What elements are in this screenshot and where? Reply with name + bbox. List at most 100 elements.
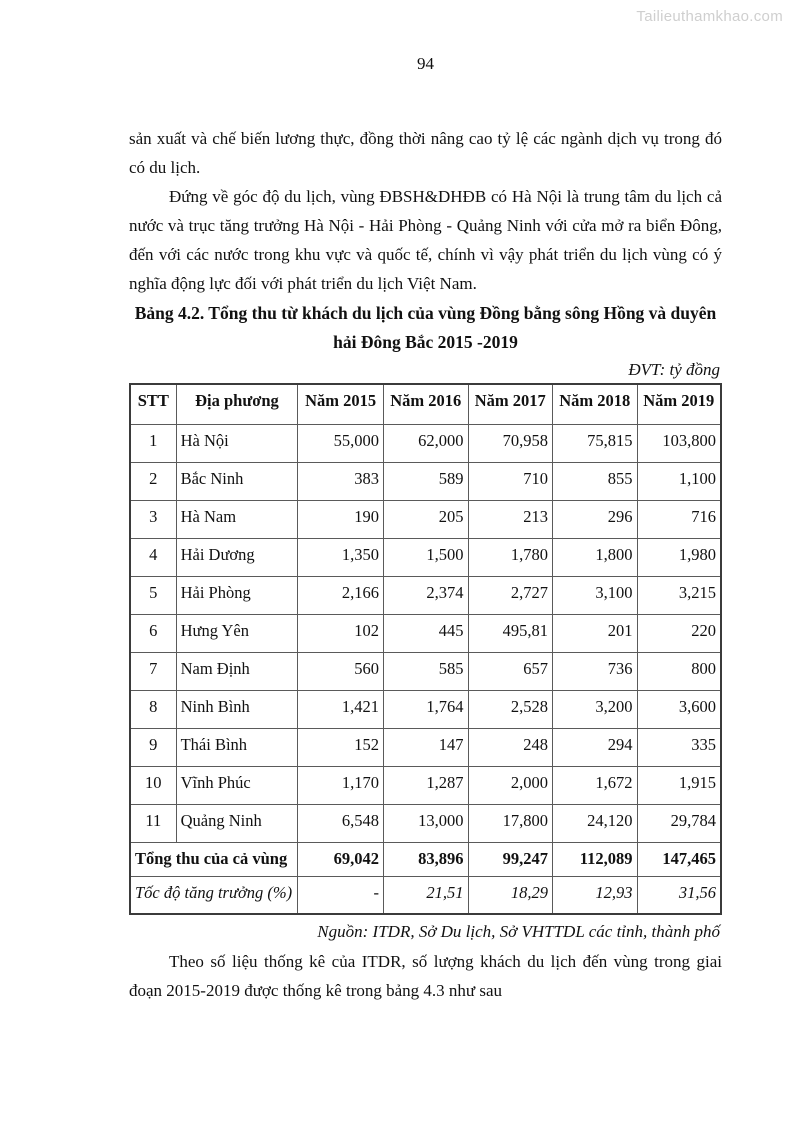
cell-value: 657	[467, 651, 554, 691]
column-header-2016: Năm 2016	[383, 383, 469, 425]
growth-value-2016: 21,51	[383, 875, 469, 915]
growth-rate-row: Tốc độ tăng trưởng (%) - 21,51 18,29 12,…	[129, 875, 722, 915]
cell-value: 102	[297, 613, 385, 653]
cell-value: 1,764	[383, 689, 469, 729]
column-header-2019: Năm 2019	[636, 383, 722, 425]
cell-value: 736	[552, 651, 638, 691]
cell-value: 201	[552, 613, 638, 653]
paragraph-closing: Theo số liệu thống kê của ITDR, số lượng…	[129, 952, 722, 1000]
cell-stt: 2	[129, 461, 177, 501]
cell-value: 1,915	[636, 765, 722, 805]
cell-province: Hà Nội	[175, 423, 299, 463]
cell-value: 3,200	[552, 689, 638, 729]
cell-stt: 7	[129, 651, 177, 691]
cell-value: 220	[636, 613, 722, 653]
cell-value: 70,958	[467, 423, 554, 463]
unit-note: ĐVT: tỷ đồng	[628, 360, 720, 379]
table-row: 2 Bắc Ninh 383 589 710 855 1,100	[129, 461, 722, 501]
cell-stt: 9	[129, 727, 177, 767]
cell-value: 103,800	[636, 423, 722, 463]
table-caption: Bảng 4.2. Tổng thu từ khách du lịch của …	[134, 303, 717, 352]
cell-value: 585	[383, 651, 469, 691]
cell-value: 800	[636, 651, 722, 691]
cell-value: 1,672	[552, 765, 638, 805]
cell-value: 2,166	[297, 575, 385, 615]
cell-value: 213	[467, 499, 554, 539]
cell-value: 2,000	[467, 765, 554, 805]
cell-value: 24,120	[552, 803, 638, 843]
total-value-2015: 69,042	[297, 841, 385, 877]
cell-value: 1,100	[636, 461, 722, 501]
paragraph-production: sản xuất và chế biến lương thực, đồng th…	[129, 129, 722, 177]
page-number: 94	[417, 54, 434, 73]
cell-value: 13,000	[383, 803, 469, 843]
cell-value: 1,780	[467, 537, 554, 577]
cell-value: 335	[636, 727, 722, 767]
cell-value: 62,000	[383, 423, 469, 463]
table-row: 6 Hưng Yên 102 445 495,81 201 220	[129, 613, 722, 653]
total-value-2018: 112,089	[552, 841, 638, 877]
total-value-2017: 99,247	[467, 841, 554, 877]
table-row: 4 Hải Dương 1,350 1,500 1,780 1,800 1,980	[129, 537, 722, 577]
cell-value: 75,815	[552, 423, 638, 463]
cell-value: 6,548	[297, 803, 385, 843]
paragraph-tourism-overview: Đứng về góc độ du lịch, vùng ĐBSH&DHĐB c…	[129, 187, 722, 293]
total-row-label: Tổng thu của cả vùng	[129, 841, 299, 877]
cell-province: Vĩnh Phúc	[175, 765, 299, 805]
cell-value: 2,528	[467, 689, 554, 729]
table-row: 11 Quảng Ninh 6,548 13,000 17,800 24,120 29,78…	[129, 803, 722, 843]
cell-province: Bắc Ninh	[175, 461, 299, 501]
cell-value: 152	[297, 727, 385, 767]
cell-province: Hưng Yên	[175, 613, 299, 653]
source-note: Nguồn: ITDR, Sở Du lịch, Sở VHTTDL các t…	[317, 922, 720, 941]
table-header-row: STT Địa phương Năm 2015 Năm 2016 Năm 201…	[129, 383, 722, 425]
table-row: 10 Vĩnh Phúc 1,170 1,287 2,000 1,672 1,915	[129, 765, 722, 805]
cell-value: 589	[383, 461, 469, 501]
cell-province: Quảng Ninh	[175, 803, 299, 843]
growth-value-2015: -	[297, 875, 385, 915]
cell-value: 190	[297, 499, 385, 539]
growth-value-2019: 31,56	[636, 875, 722, 915]
cell-stt: 10	[129, 765, 177, 805]
table-body: 1 Hà Nội 55,000 62,000 70,958 75,815 103,800 2 B…	[129, 423, 722, 843]
cell-stt: 11	[129, 803, 177, 843]
growth-value-2018: 12,93	[552, 875, 638, 915]
column-header-province: Địa phương	[175, 383, 299, 425]
cell-value: 710	[467, 461, 554, 501]
column-header-stt: STT	[129, 383, 177, 425]
revenue-table: STT Địa phương Năm 2015 Năm 2016 Năm 201…	[129, 383, 722, 915]
cell-stt: 1	[129, 423, 177, 463]
column-header-2018: Năm 2018	[552, 383, 638, 425]
cell-value: 248	[467, 727, 554, 767]
cell-stt: 6	[129, 613, 177, 653]
cell-stt: 4	[129, 537, 177, 577]
cell-province: Nam Định	[175, 651, 299, 691]
cell-province: Thái Bình	[175, 727, 299, 767]
cell-value: 3,100	[552, 575, 638, 615]
cell-value: 2,374	[383, 575, 469, 615]
total-value-2016: 83,896	[383, 841, 469, 877]
cell-value: 445	[383, 613, 469, 653]
cell-province: Hải Phòng	[175, 575, 299, 615]
table-row: 3 Hà Nam 190 205 213 296 716	[129, 499, 722, 539]
cell-value: 855	[552, 461, 638, 501]
cell-value: 205	[383, 499, 469, 539]
cell-value: 1,170	[297, 765, 385, 805]
cell-value: 296	[552, 499, 638, 539]
total-row: Tổng thu của cả vùng 69,042 83,896 99,24…	[129, 841, 722, 877]
cell-province: Hải Dương	[175, 537, 299, 577]
cell-value: 1,421	[297, 689, 385, 729]
cell-stt: 8	[129, 689, 177, 729]
growth-value-2017: 18,29	[467, 875, 554, 915]
table-row: 5 Hải Phòng 2,166 2,374 2,727 3,100 3,215	[129, 575, 722, 615]
cell-value: 3,215	[636, 575, 722, 615]
cell-stt: 3	[129, 499, 177, 539]
cell-stt: 5	[129, 575, 177, 615]
table-row: 9 Thái Bình 152 147 248 294 335	[129, 727, 722, 767]
cell-province: Ninh Bình	[175, 689, 299, 729]
cell-value: 147	[383, 727, 469, 767]
cell-value: 1,500	[383, 537, 469, 577]
cell-value: 1,800	[552, 537, 638, 577]
column-header-2017: Năm 2017	[467, 383, 554, 425]
